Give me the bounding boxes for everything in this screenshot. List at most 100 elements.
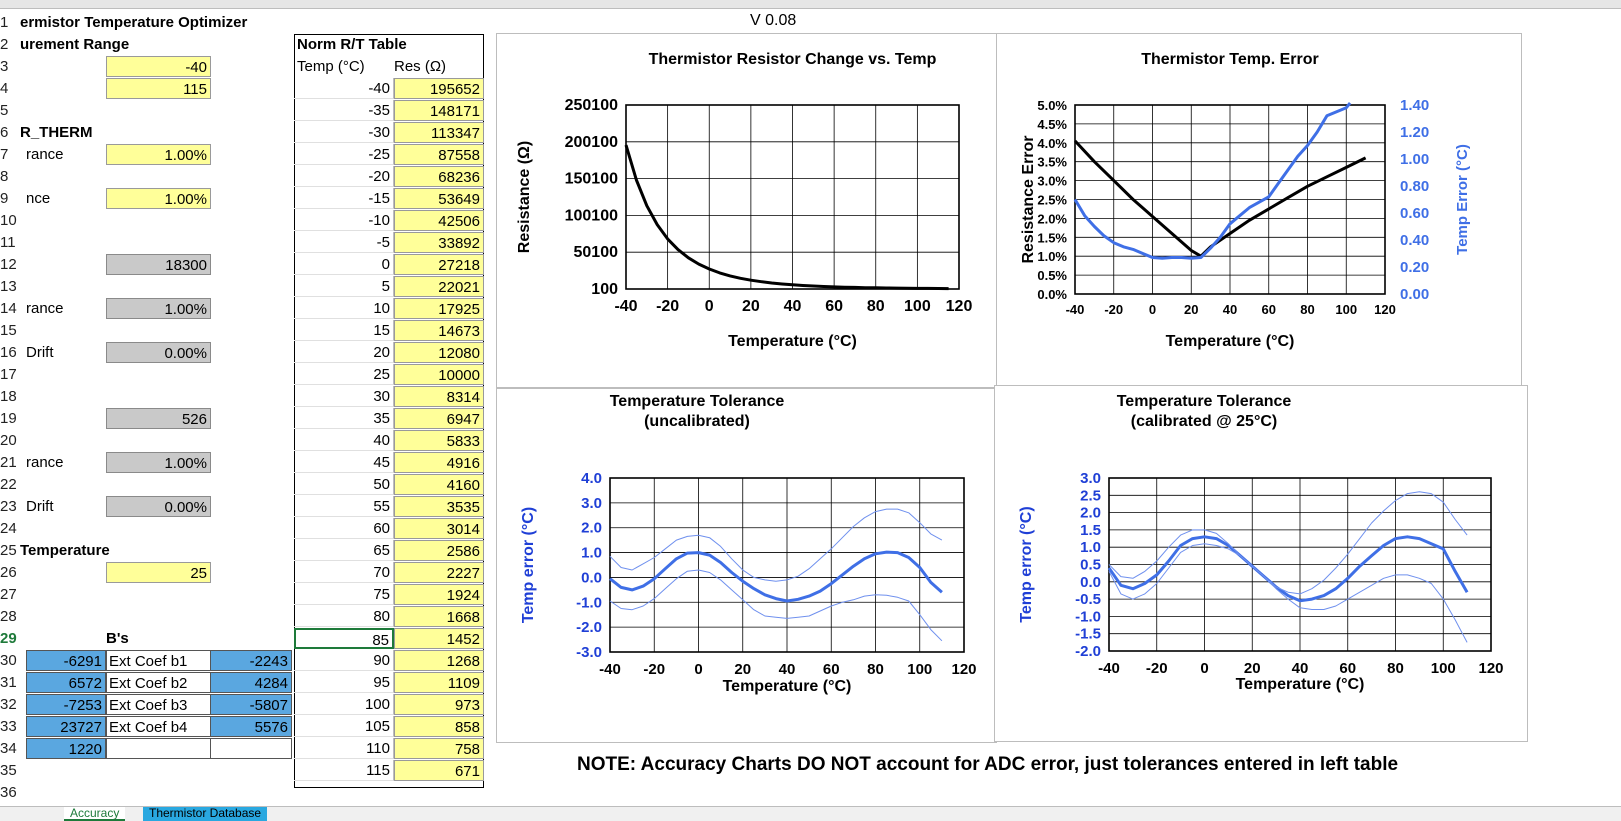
rt-res-cell[interactable]: 973 [394, 694, 484, 715]
rt-res-cell[interactable]: 17925 [394, 298, 484, 319]
rt-temp-cell[interactable]: 75 [294, 584, 394, 605]
rt-res-cell[interactable]: 2586 [394, 540, 484, 561]
rt-res-cell[interactable]: 6947 [394, 408, 484, 429]
drift-cell[interactable]: 0.00% [106, 342, 211, 363]
rt-temp-cell[interactable]: 30 [294, 386, 394, 407]
rt-temp-cell[interactable]: 60 [294, 518, 394, 539]
rt-res-cell[interactable]: 1452 [394, 628, 484, 649]
rt-temp-cell[interactable]: 40 [294, 430, 394, 451]
rt-res-cell[interactable]: 113347 [394, 122, 484, 143]
rt-temp-cell[interactable]: 15 [294, 320, 394, 341]
rt-temp-cell[interactable]: -10 [294, 210, 394, 231]
rt-res-cell[interactable]: 14673 [394, 320, 484, 341]
rt-temp-cell[interactable]: 115 [294, 760, 394, 781]
coef-a-cell[interactable]: 23727 [26, 716, 106, 737]
rt-temp-cell[interactable]: 50 [294, 474, 394, 495]
rt-res-cell[interactable]: 758 [394, 738, 484, 759]
rt-temp-cell[interactable]: -35 [294, 100, 394, 121]
rt-res-cell[interactable]: 1924 [394, 584, 484, 605]
tolerance-cell[interactable]: 1.00% [106, 452, 211, 473]
rt-res-cell[interactable]: 4160 [394, 474, 484, 495]
tolerance-label: nce [26, 190, 51, 207]
rt-res-cell[interactable]: 53649 [394, 188, 484, 209]
rt-res-cell[interactable]: 33892 [394, 232, 484, 253]
rt-temp-cell[interactable]: -30 [294, 122, 394, 143]
resistor-value-cell[interactable]: 18300 [106, 254, 211, 275]
rt-temp-cell[interactable]: 100 [294, 694, 394, 715]
rt-temp-cell[interactable]: 85 [294, 628, 394, 649]
range-min-cell[interactable]: -40 [106, 56, 211, 77]
rt-res-cell[interactable]: 148171 [394, 100, 484, 121]
coef-label-cell[interactable]: Ext Coef b1 [106, 650, 211, 671]
rt-res-cell[interactable]: 42506 [394, 210, 484, 231]
rt-res-cell[interactable]: 27218 [394, 254, 484, 275]
rt-temp-cell[interactable]: 5 [294, 276, 394, 297]
rt-temp-cell[interactable]: 55 [294, 496, 394, 517]
rt-res-cell[interactable]: 5833 [394, 430, 484, 451]
rt-temp-cell[interactable]: 95 [294, 672, 394, 693]
chart-resistance-vs-temp[interactable]: Thermistor Resistor Change vs. Temp -40 -2… [496, 33, 997, 388]
rt-res-cell[interactable]: 22021 [394, 276, 484, 297]
coef-label-cell[interactable] [106, 738, 211, 759]
rt-temp-cell[interactable]: 0 [294, 254, 394, 275]
tab-accuracy[interactable]: Accuracy [64, 807, 126, 821]
rt-temp-cell[interactable]: -5 [294, 232, 394, 253]
rt-temp-cell[interactable]: -40 [294, 78, 394, 99]
coef-c-cell[interactable]: -2243 [210, 650, 292, 671]
rt-res-cell[interactable]: 1668 [394, 606, 484, 627]
rt-temp-cell[interactable]: 65 [294, 540, 394, 561]
rt-temp-cell[interactable]: 70 [294, 562, 394, 583]
rt-res-cell[interactable]: 4916 [394, 452, 484, 473]
coef-label-cell[interactable]: Ext Coef b3 [106, 694, 211, 715]
rt-temp-cell[interactable]: -25 [294, 144, 394, 165]
rt-temp-cell[interactable]: 45 [294, 452, 394, 473]
chart-temp-error[interactable]: Thermistor Temp. Error -40 -20 0 20 40 60 80 100… [996, 33, 1522, 388]
coef-a-cell[interactable]: -6291 [26, 650, 106, 671]
coef-c-cell[interactable]: 4284 [210, 672, 292, 693]
range-max-cell[interactable]: 115 [106, 78, 211, 99]
rt-temp-cell[interactable]: 105 [294, 716, 394, 737]
coef-a-cell[interactable]: 1220 [26, 738, 106, 759]
chart-tolerance-uncalibrated[interactable]: Temperature Tolerance (uncalibrated) -40 -2… [496, 388, 997, 743]
rt-res-cell[interactable]: 8314 [394, 386, 484, 407]
chart-tolerance-calibrated[interactable]: Temperature Tolerance (calibrated @ 25°C)… [994, 385, 1528, 742]
rt-res-cell[interactable]: 671 [394, 760, 484, 781]
rt-temp-cell[interactable]: 90 [294, 650, 394, 671]
y-tick-label: 2.0 [581, 520, 602, 537]
coef-c-cell[interactable] [210, 738, 292, 759]
drift-cell[interactable]: 0.00% [106, 496, 211, 517]
rt-temp-cell[interactable]: -15 [294, 188, 394, 209]
coef-label-cell[interactable]: Ext Coef b2 [106, 672, 211, 693]
rt-res-cell[interactable]: 87558 [394, 144, 484, 165]
tolerance-cell[interactable]: 1.00% [106, 144, 211, 165]
coef-c-cell[interactable]: 5576 [210, 716, 292, 737]
rt-res-cell[interactable]: 3535 [394, 496, 484, 517]
rt-temp-cell[interactable]: 25 [294, 364, 394, 385]
coef-a-cell[interactable]: 6572 [26, 672, 106, 693]
rt-temp-cell[interactable]: 80 [294, 606, 394, 627]
rt-res-cell[interactable]: 12080 [394, 342, 484, 363]
rt-temp-cell[interactable]: -20 [294, 166, 394, 187]
temperature-cell[interactable]: 25 [106, 562, 211, 583]
y-tick-label: 0.5 [1080, 557, 1101, 574]
coef-a-cell[interactable]: -7253 [26, 694, 106, 715]
value-cell[interactable]: 526 [106, 408, 211, 429]
rt-res-cell[interactable]: 3014 [394, 518, 484, 539]
rt-res-cell[interactable]: 2227 [394, 562, 484, 583]
rt-temp-cell[interactable]: 20 [294, 342, 394, 363]
rt-res-cell[interactable]: 195652 [394, 78, 484, 99]
tab-thermistor-database[interactable]: Thermistor Database [143, 807, 268, 821]
rt-res-cell[interactable]: 858 [394, 716, 484, 737]
rt-temp-cell[interactable]: 110 [294, 738, 394, 759]
rt-temp-cell[interactable]: 35 [294, 408, 394, 429]
y-tick-label: 2.5% [1037, 193, 1067, 208]
rt-res-cell[interactable]: 1268 [394, 650, 484, 671]
rt-res-cell[interactable]: 68236 [394, 166, 484, 187]
rt-res-cell[interactable]: 1109 [394, 672, 484, 693]
rt-res-cell[interactable]: 10000 [394, 364, 484, 385]
coef-label-cell[interactable]: Ext Coef b4 [106, 716, 211, 737]
coef-c-cell[interactable]: -5807 [210, 694, 292, 715]
tolerance-cell[interactable]: 1.00% [106, 188, 211, 209]
rt-temp-cell[interactable]: 10 [294, 298, 394, 319]
tolerance-cell[interactable]: 1.00% [106, 298, 211, 319]
